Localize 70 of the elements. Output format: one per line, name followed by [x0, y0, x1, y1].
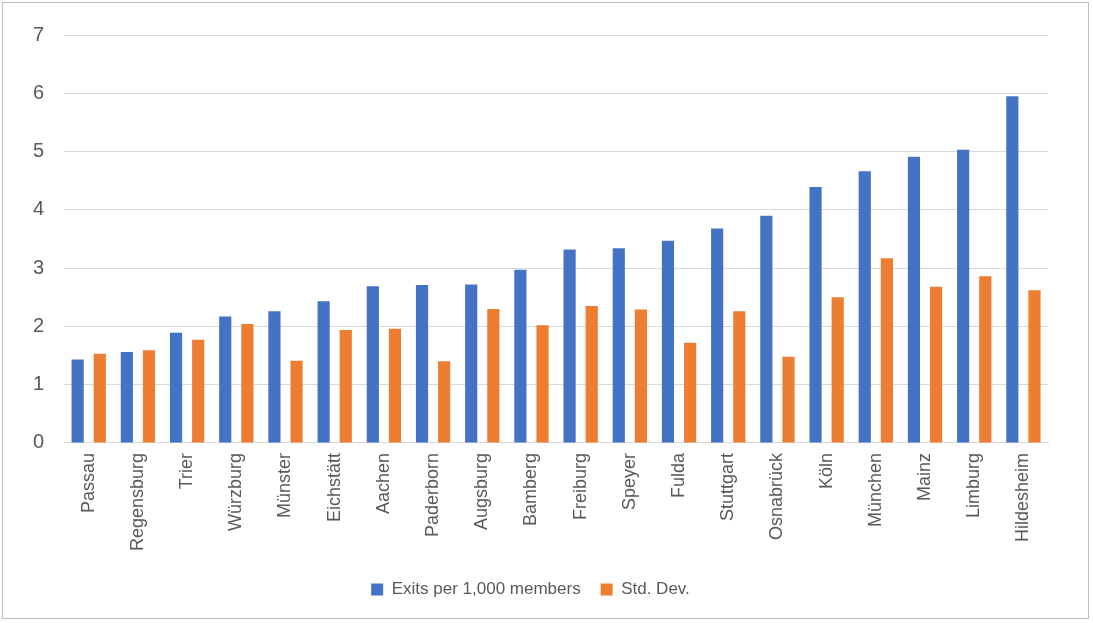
bar [782, 356, 795, 443]
y-tick-label: 1 [33, 372, 45, 395]
bar [1028, 290, 1041, 443]
x-tick-label: Speyer [618, 452, 639, 510]
bar [760, 215, 773, 443]
bar [438, 361, 451, 443]
x-tick-label: Bamberg [520, 452, 541, 526]
x-tick-label: Münster [274, 452, 295, 518]
x-tick-label: Fulda [668, 451, 689, 498]
bar [930, 286, 943, 443]
bar [120, 352, 133, 443]
y-tick-label: 7 [33, 22, 45, 45]
x-tick-label: Trier [176, 452, 197, 490]
x-tick-label: München [864, 452, 885, 527]
x-tick-label: Mainz [913, 452, 934, 501]
bar [290, 360, 303, 443]
y-tick-label: 6 [33, 80, 45, 103]
bar [142, 350, 156, 443]
x-tick-label: Regensburg [126, 452, 147, 552]
bar [634, 309, 648, 443]
bar [536, 325, 549, 443]
x-tick-label: Eichstätt [323, 452, 344, 522]
x-tick-label: Augsburg [471, 452, 492, 530]
bar [465, 284, 478, 443]
y-tick-label: 4 [33, 197, 45, 220]
bar [415, 285, 429, 443]
x-tick-label: Stuttgart [717, 452, 738, 521]
bar [169, 332, 183, 443]
bar [339, 329, 352, 443]
bar [684, 342, 697, 443]
x-tick-label: Freiburg [569, 452, 590, 520]
x-tick-label: Limburg [963, 452, 984, 518]
bar [711, 228, 724, 443]
bar [957, 149, 970, 443]
x-tick-label: Passau [77, 452, 98, 513]
x-tick-label: Paderborn [422, 452, 443, 537]
bar [1006, 96, 1019, 443]
bar [93, 353, 106, 443]
bar [487, 308, 500, 443]
bar [514, 269, 527, 443]
y-tick-label: 2 [33, 313, 45, 336]
bar [612, 248, 625, 443]
y-tick-label: 5 [33, 139, 45, 162]
bar [585, 305, 598, 443]
bar [388, 328, 402, 443]
legend-label: Std. Dev. [621, 579, 690, 599]
bar [733, 311, 746, 443]
bar [366, 286, 379, 443]
x-tick-label: Würzburg [225, 452, 246, 531]
bar [858, 171, 871, 443]
y-tick-label: 0 [33, 430, 45, 453]
bar [317, 301, 330, 443]
bar [219, 316, 232, 443]
bar [71, 359, 84, 443]
bar [192, 339, 205, 443]
bar [979, 276, 992, 443]
legend-label: Exits per 1,000 members [391, 579, 581, 599]
bar [880, 258, 893, 443]
bar [831, 297, 844, 443]
bar [563, 249, 576, 443]
bar [268, 311, 281, 443]
x-tick-label: Köln [815, 452, 836, 489]
x-tick-label: Aachen [372, 452, 393, 514]
y-tick-label: 3 [33, 255, 45, 278]
bar [907, 156, 921, 443]
bar [809, 187, 822, 443]
bar [661, 240, 675, 443]
bar [241, 324, 254, 443]
x-tick-label: Osnabrück [766, 451, 787, 540]
x-tick-label: Hildesheim [1012, 452, 1033, 542]
